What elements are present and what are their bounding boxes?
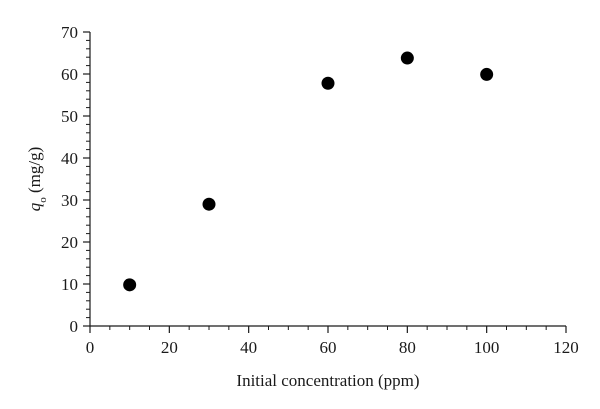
- y-axis-title: qo (mg/g): [25, 147, 49, 212]
- data-point: [321, 76, 335, 90]
- x-tick-label: 40: [240, 338, 257, 357]
- y-tick-label: 40: [61, 149, 78, 168]
- x-tick-label: 120: [553, 338, 579, 357]
- x-axis-ticks: 0 20 40 60 80 100 120: [86, 326, 579, 357]
- data-points: [123, 51, 494, 292]
- y-tick-label: 30: [61, 191, 78, 210]
- y-axis-ticks: 0 10 20 30 40 50 60 70: [61, 23, 90, 336]
- data-point: [480, 67, 494, 81]
- y-tick-label: 0: [70, 317, 79, 336]
- y-axis-unit: (mg/g): [25, 147, 44, 198]
- y-tick-label: 50: [61, 107, 78, 126]
- x-tick-label: 60: [320, 338, 337, 357]
- data-point: [123, 278, 137, 292]
- x-tick-label: 0: [86, 338, 95, 357]
- x-tick-label: 80: [399, 338, 416, 357]
- y-tick-label: 10: [61, 275, 78, 294]
- y-tick-label: 20: [61, 233, 78, 252]
- x-axis-title: Initial concentration (ppm): [236, 371, 419, 390]
- axes: 0 20 40 60 80 100 120 0 10 20 30 40 50 60 70: [61, 23, 579, 357]
- y-tick-label: 70: [61, 23, 78, 42]
- data-point: [202, 197, 216, 211]
- x-tick-label: 100: [474, 338, 500, 357]
- data-point: [400, 51, 414, 65]
- y-tick-label: 60: [61, 65, 78, 84]
- y-axis-subscript: o: [37, 197, 49, 203]
- y-axis-symbol: q: [25, 202, 44, 211]
- x-tick-label: 20: [161, 338, 178, 357]
